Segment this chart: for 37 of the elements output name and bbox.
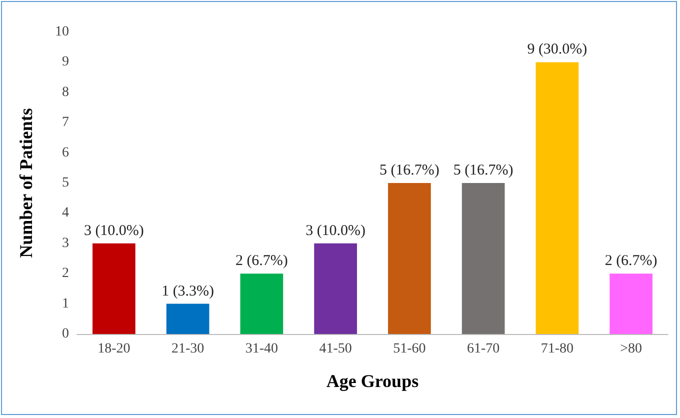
data-label: 3 (10.0%) [84,222,144,239]
x-tick-label: 31-40 [245,342,278,356]
bar [166,304,210,334]
data-label: 2 (6.7%) [604,253,658,270]
x-tick-label: >80 [620,342,642,356]
x-tick-label: 21-30 [171,342,204,356]
bar [92,243,136,334]
bar [462,183,505,334]
x-tick-label: 41-50 [319,342,352,356]
data-label: 5 (16.7%) [379,162,440,178]
y-tick-label: 4 [62,206,69,221]
y-tick-label: 10 [55,24,69,40]
data-label: 2 (6.7%) [235,253,288,270]
y-tick-label: 9 [62,54,69,70]
bar [388,183,431,334]
x-axis-title: Age Groups [326,371,419,391]
x-tick-label: 61-70 [466,342,500,356]
x-tick-label: 71-80 [540,342,574,356]
y-tick-label: 3 [62,236,69,251]
y-tick-label: 7 [62,115,69,130]
data-label: 5 (16.7%) [453,162,514,178]
bar [536,62,579,334]
data-label: 1 (3.3%) [162,283,214,300]
y-tick-label: 8 [62,84,69,100]
bar [610,274,652,334]
data-label: 9 (30.0%) [527,42,588,58]
y-tick-label: 2 [62,266,69,282]
x-tick-label: 18-20 [98,342,130,356]
y-tick-label: 1 [62,296,69,312]
y-tick-label: 5 [62,176,69,190]
bar [240,274,284,334]
y-tick-label: 0 [62,326,69,342]
y-axis-title: Number of Patients [16,108,36,258]
bar [314,243,357,334]
x-tick-label: 51-60 [393,342,426,356]
data-label: 3 (10.0%) [306,222,366,239]
y-tick-label: 6 [62,145,69,160]
